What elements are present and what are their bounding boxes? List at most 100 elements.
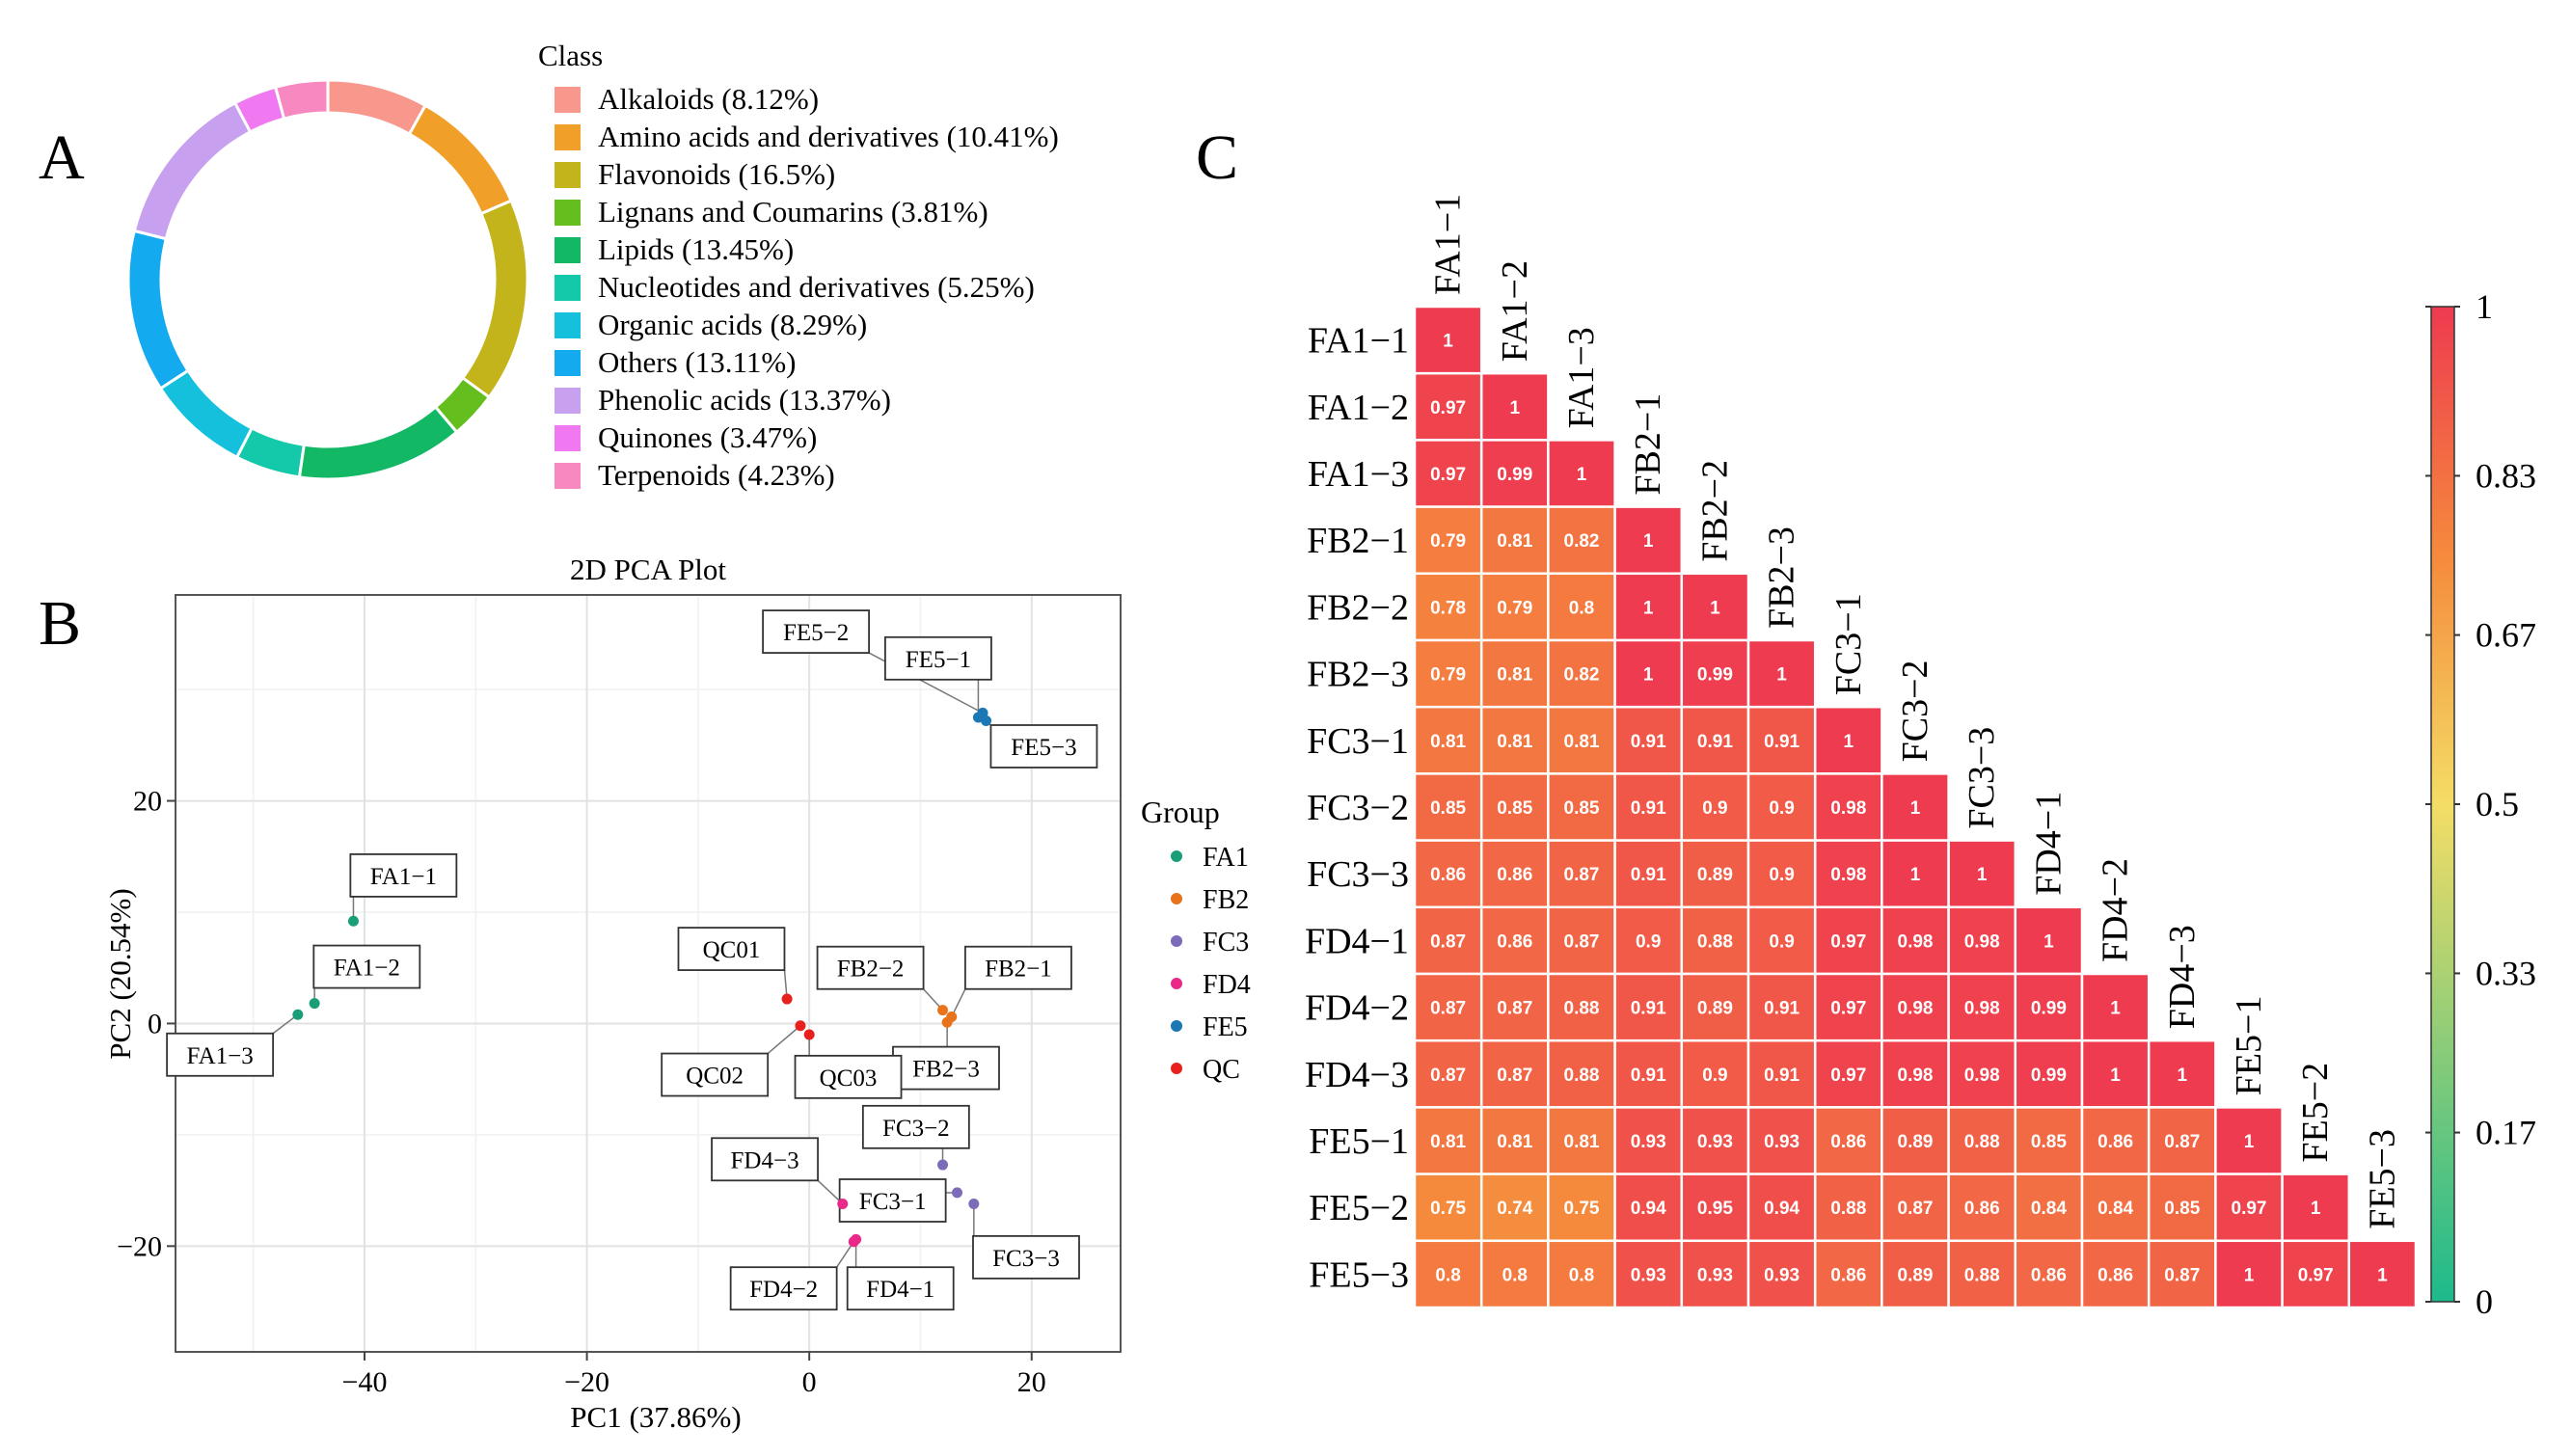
point-label-box xyxy=(677,927,786,972)
donut-slice xyxy=(460,199,529,400)
group-legend-label: FE5 xyxy=(1203,1012,1248,1042)
heatmap-cell xyxy=(1746,1239,1817,1309)
heatmap-value: 0.91 xyxy=(1631,798,1666,819)
heatmap-value: 1 xyxy=(1577,465,1587,485)
heatmap-cell xyxy=(2014,1173,2084,1243)
legend-label: Organic acids (8.29%) xyxy=(598,308,867,341)
donut-chart xyxy=(126,78,529,481)
heatmap-cell xyxy=(1479,505,1550,576)
donut-slice xyxy=(132,100,253,241)
data-point xyxy=(968,1198,980,1209)
colorbar-tick-label: 0.83 xyxy=(2476,456,2536,495)
heatmap-cell xyxy=(2014,1239,2084,1309)
heatmap-value: 0.87 xyxy=(1497,999,1532,1019)
heatmap-value: 0.94 xyxy=(1764,1199,1800,1219)
heatmap-value: 1 xyxy=(1844,732,1854,752)
panel-label-a: A xyxy=(39,122,85,193)
heatmap-value: 0.87 xyxy=(1430,1065,1466,1086)
heatmap-value: 0.98 xyxy=(1830,865,1866,885)
donut-slice xyxy=(407,103,514,216)
column-label: FB2−2 xyxy=(1694,460,1735,562)
pca-x-axis-label: PC1 (37.86%) xyxy=(570,1400,741,1434)
point-label-box xyxy=(892,1045,1000,1091)
donut-slice xyxy=(158,368,255,460)
heatmap-value: 0.91 xyxy=(1631,999,1666,1019)
heatmap-value: 0.87 xyxy=(1898,1199,1934,1219)
heatmap-value: 0.88 xyxy=(1564,999,1600,1019)
heatmap-cell xyxy=(1680,1038,1750,1109)
heatmap-cell xyxy=(1813,839,1883,909)
group-legend-title: Group xyxy=(1141,795,1220,829)
heatmap-cell xyxy=(1680,972,1750,1042)
row-label: FE5−1 xyxy=(1309,1121,1409,1162)
group-legend-marker xyxy=(1171,1020,1182,1032)
heatmap-value: 0.99 xyxy=(1697,665,1733,686)
heatmap-cell xyxy=(2281,1239,2351,1309)
heatmap-cell xyxy=(1680,772,1750,842)
group-legend-marker xyxy=(1171,893,1182,904)
point-label: FC3−3 xyxy=(992,1246,1060,1272)
heatmap-value: 0.98 xyxy=(1964,999,2000,1019)
donut-legend: Class Alkaloids (8.12%) Amino acids and de… xyxy=(538,39,1059,492)
label-leader-line xyxy=(767,1025,801,1055)
heatmap-value: 0.86 xyxy=(1497,865,1532,885)
pca-title: 2D PCA Plot xyxy=(570,553,726,586)
heatmap-value: 0.78 xyxy=(1430,598,1466,618)
point-label: QC01 xyxy=(703,937,761,963)
column-label: FE5−2 xyxy=(2295,1063,2336,1163)
heatmap-value: 0.9 xyxy=(1702,798,1727,819)
row-label: FA1−3 xyxy=(1308,454,1409,495)
column-label: FE5−3 xyxy=(2362,1129,2402,1229)
donut-slice xyxy=(273,78,330,121)
heatmap-value: 0.88 xyxy=(1964,1132,2000,1152)
heatmap-value: 0.91 xyxy=(1764,732,1800,752)
colorbar-tick-label: 0.17 xyxy=(2476,1114,2536,1152)
heatmap-value: 0.75 xyxy=(1564,1199,1600,1219)
data-point xyxy=(937,1005,949,1016)
heatmap-cell xyxy=(2347,1239,2418,1309)
heatmap-cell xyxy=(1947,1239,2017,1309)
legend-label: Flavonoids (16.5%) xyxy=(598,157,835,191)
row-label: FD4−2 xyxy=(1305,988,1409,1029)
row-label: FC3−1 xyxy=(1307,721,1409,762)
heatmap-cell xyxy=(1479,905,1550,976)
group-legend-marker xyxy=(1171,850,1182,862)
point-label: FA1−1 xyxy=(370,864,437,890)
heatmap-cell xyxy=(1881,772,1950,842)
legend-swatch xyxy=(555,275,581,301)
colorbar-tick-label: 1 xyxy=(2476,287,2493,326)
column-label: FC3−2 xyxy=(1895,660,1935,762)
heatmap-cell xyxy=(1680,839,1750,909)
heatmap-value: 0.82 xyxy=(1564,531,1600,552)
heatmap-value: 0.85 xyxy=(2031,1132,2067,1152)
heatmap-cell xyxy=(1680,1239,1750,1309)
legend-label: Nucleotides and derivatives (5.25%) xyxy=(598,270,1035,304)
colorbar-tick-label: 0.33 xyxy=(2476,954,2536,992)
heatmap-cell xyxy=(1680,1106,1750,1175)
heatmap-value: 0.87 xyxy=(1497,1065,1532,1086)
legend-label: Lignans and Coumarins (3.81%) xyxy=(598,195,988,229)
heatmap-value: 0.91 xyxy=(1764,1065,1800,1086)
heatmap-value: 0.9 xyxy=(1769,931,1794,952)
point-label: FD4−3 xyxy=(731,1147,799,1173)
point-label: FB2−1 xyxy=(985,957,1052,983)
donut-slice xyxy=(326,78,428,137)
heatmap-cell xyxy=(2080,1239,2151,1309)
heatmap-value: 0.81 xyxy=(1497,665,1532,686)
heatmap-value: 0.91 xyxy=(1631,732,1666,752)
heatmap-value: 0.85 xyxy=(1430,798,1466,819)
data-point xyxy=(837,1198,849,1209)
heatmap-cell xyxy=(1746,839,1817,909)
heatmap-value: 1 xyxy=(2244,1132,2255,1152)
legend-label: Phenolic acids (13.37%) xyxy=(598,383,891,417)
data-point xyxy=(781,993,793,1005)
heatmap-value: 0.91 xyxy=(1631,1065,1666,1086)
heatmap-value: 1 xyxy=(2110,1065,2121,1086)
point-label: FC3−2 xyxy=(882,1116,950,1142)
legend-swatch xyxy=(555,124,581,150)
donut-legend-title: Class xyxy=(538,39,603,72)
group-legend-marker xyxy=(1171,935,1182,947)
heatmap-cell xyxy=(1479,638,1550,709)
heatmap-cell xyxy=(1413,839,1483,909)
heatmap-value: 0.86 xyxy=(1430,865,1466,885)
